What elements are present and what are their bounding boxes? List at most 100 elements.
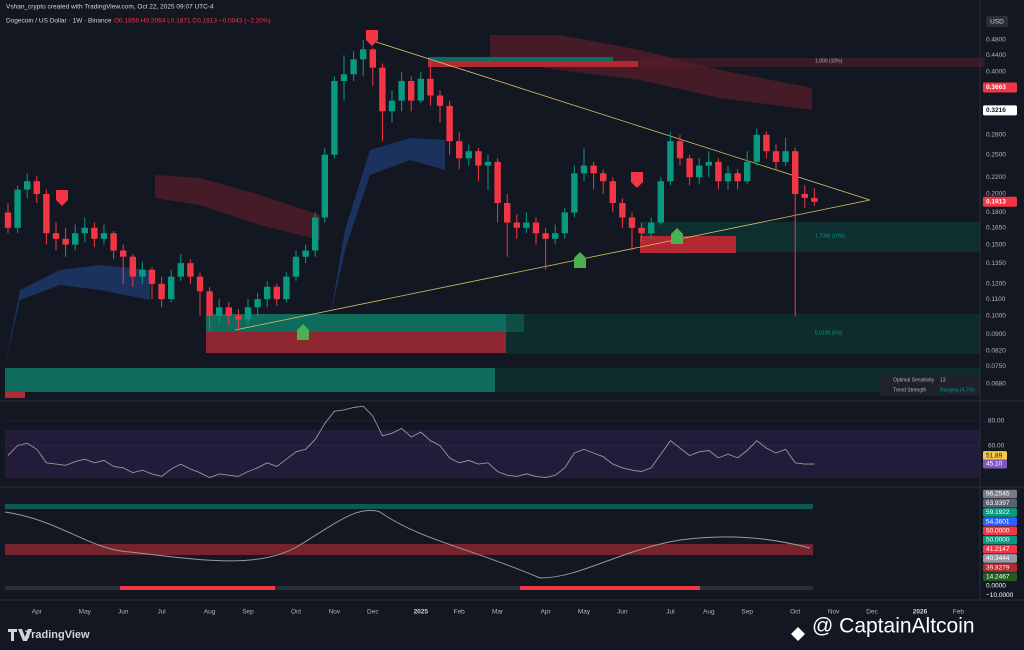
candle-body xyxy=(667,141,674,182)
y-tick-label: 0.0900 xyxy=(986,331,1006,338)
buy-signal xyxy=(574,252,586,268)
y-tick-label: 0.1650 xyxy=(986,225,1006,232)
currency-box xyxy=(986,16,1008,27)
y-tick-label: 0.1500 xyxy=(986,241,1006,248)
candle-body xyxy=(254,299,261,308)
candle-body xyxy=(350,59,357,75)
tv-logo xyxy=(8,629,32,641)
panel-label: Optimal Sensitivity xyxy=(893,377,935,383)
trend-line xyxy=(369,39,871,201)
y-tick-label: 0.4800 xyxy=(986,37,1006,44)
candle-body xyxy=(715,161,722,182)
sell-signal xyxy=(631,172,643,188)
candle-body xyxy=(216,307,223,316)
osc-tag-label: 40.3444 xyxy=(986,555,1010,562)
watermark: @ CaptainAltcoin xyxy=(812,615,975,638)
candle-body xyxy=(72,233,79,245)
candle-body xyxy=(753,134,760,162)
price-tag-label: 0.1913 xyxy=(986,199,1006,206)
candle-body xyxy=(686,158,693,178)
x-tick-label-year: 2026 xyxy=(913,609,928,616)
candle-body xyxy=(638,227,645,234)
candle-body xyxy=(427,78,434,96)
zone xyxy=(5,392,25,398)
candle-body xyxy=(628,217,636,228)
currency: USD xyxy=(990,19,1004,26)
y-tick-label: 0.4000 xyxy=(986,69,1006,76)
cloud-band xyxy=(330,138,445,318)
y-tick-label: 0.2500 xyxy=(986,151,1006,158)
buy-signal xyxy=(671,228,683,244)
panel-value: 13 xyxy=(940,377,946,383)
candle-body xyxy=(456,141,463,159)
osc-tag xyxy=(983,554,1017,563)
candle-body xyxy=(283,276,290,300)
osc-tag xyxy=(983,590,1017,600)
x-tick-label: May xyxy=(79,609,92,616)
osc-line xyxy=(4,509,811,579)
candle-body xyxy=(43,193,50,234)
candle-body xyxy=(619,202,626,218)
candle-body xyxy=(772,151,780,162)
resistance-band xyxy=(155,175,320,240)
candle-body xyxy=(580,165,588,174)
candle-body xyxy=(724,173,732,182)
y-tick-label: 0.0680 xyxy=(986,380,1006,387)
x-tick-label: Sep xyxy=(741,609,753,616)
zone xyxy=(640,236,736,253)
zone xyxy=(5,368,495,392)
candle-body xyxy=(475,151,482,166)
candle-body xyxy=(609,181,616,203)
candle-body xyxy=(331,81,338,155)
osc-tag-label: 63.9397 xyxy=(986,500,1010,507)
candle-body xyxy=(513,222,520,228)
candle-body xyxy=(312,217,319,251)
candle-body xyxy=(244,307,252,320)
osc-band xyxy=(5,544,813,555)
y-tick-label: 0.0750 xyxy=(986,363,1006,370)
y-tick-label: 0.2000 xyxy=(986,191,1006,198)
panel-label: Trend Strength xyxy=(893,387,926,393)
candle-body xyxy=(590,165,597,174)
rsi-tick-label: 60.00 xyxy=(988,442,1005,449)
candle-body xyxy=(436,95,444,106)
candle-body xyxy=(110,233,117,251)
candle-body xyxy=(696,165,703,178)
osc-tag xyxy=(983,489,1017,499)
rsi-tag-label: 51.89 xyxy=(986,452,1003,459)
candle-body xyxy=(676,141,684,159)
annotation: 0.6100 (0%) xyxy=(815,330,843,336)
annotation: 1.000 (10%) xyxy=(815,58,843,64)
osc-bar xyxy=(5,586,813,590)
credit: Vshan_crypto created with TradingView.co… xyxy=(6,4,214,11)
candle-body xyxy=(360,49,367,60)
candle-body xyxy=(91,227,98,239)
x-tick-label: Feb xyxy=(454,609,466,616)
ohlc: O0.1956 H0.2064 L0.1871 C0.1913 −0.0043 … xyxy=(114,18,271,25)
osc-tag xyxy=(983,544,1017,554)
candle-body xyxy=(52,233,60,239)
chart-title: Dogecoin / US Dollar · 1W · Binance xyxy=(6,18,112,25)
candle-body xyxy=(120,250,127,257)
price-tag-label: 0.3216 xyxy=(986,107,1006,114)
annotation: 1.7000 (10%) xyxy=(815,233,845,239)
x-tick-label: Nov xyxy=(828,609,840,616)
candle-body xyxy=(177,263,184,277)
osc-bar xyxy=(5,504,813,509)
candle-body xyxy=(705,161,712,166)
x-tick-label-year: 2025 xyxy=(414,609,429,616)
rsi-tag xyxy=(983,459,1007,469)
zone xyxy=(640,58,985,67)
panel-value: Ranging (4.7%) xyxy=(940,387,975,393)
candle-body xyxy=(292,256,300,277)
candle-body xyxy=(494,161,501,203)
candle-body xyxy=(388,100,396,112)
osc-tag-label: 50.0000 xyxy=(986,537,1010,544)
y-tick-label: 0.4400 xyxy=(986,52,1006,59)
rsi-line xyxy=(7,405,815,479)
candle-body xyxy=(744,161,751,182)
rsi-band xyxy=(5,430,980,478)
price-tag-label: 0.3663 xyxy=(986,84,1006,91)
y-tick-label: 0.1800 xyxy=(986,209,1006,216)
